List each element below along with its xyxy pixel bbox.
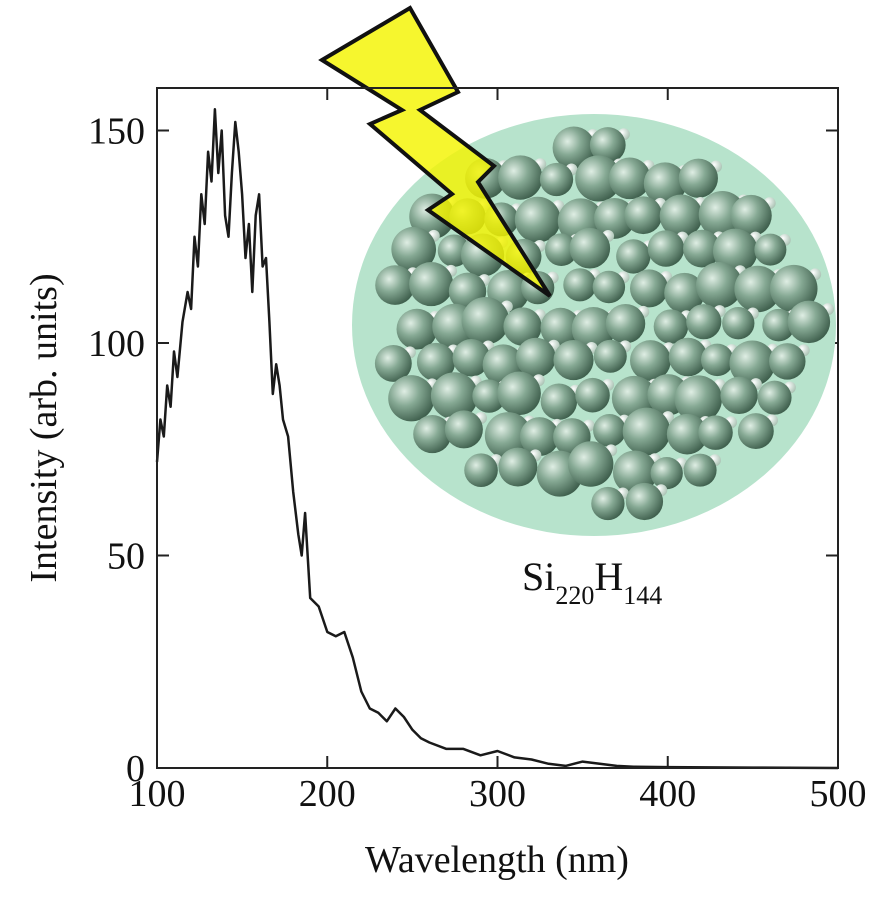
silicon-atom: [720, 376, 758, 415]
silicon-atom: [592, 270, 626, 304]
silicon-atom: [674, 375, 723, 423]
silicon-atom: [737, 413, 774, 450]
annotation: Si220H144: [522, 554, 662, 610]
silicon-atom: [643, 162, 687, 205]
annotation-part: H: [594, 554, 623, 599]
silicon-atom: [416, 342, 456, 382]
silicon-atom: [430, 372, 479, 420]
plot-frame: [156, 87, 839, 769]
silicon-atom: [591, 486, 625, 521]
silicon-atom: [757, 380, 792, 415]
silicon-atom: [698, 415, 733, 450]
nanoparticle-illustration: [352, 114, 836, 536]
silicon-atom: [625, 482, 664, 521]
silicon-atom: [464, 453, 498, 487]
x-tick-label: 200: [299, 773, 356, 815]
silicon-atom: [375, 265, 415, 305]
silicon-atom: [629, 340, 671, 381]
silicon-atom: [659, 194, 703, 238]
silicon-atom: [515, 337, 556, 378]
y-tick-label: 100: [88, 323, 145, 365]
silicon-atom: [769, 343, 806, 380]
silicon-atom: [608, 157, 651, 200]
silicon-atom: [552, 126, 596, 170]
silicon-atom: [563, 268, 597, 302]
silicon-atom: [503, 307, 542, 346]
silicon-atom: [678, 158, 718, 198]
silicon-atom: [391, 226, 437, 272]
silicon-atom: [519, 417, 560, 457]
silicon-atom: [396, 308, 438, 350]
silicon-atom: [605, 303, 646, 344]
silicon-atom: [762, 308, 795, 342]
silicon-atom: [683, 229, 721, 268]
silicon-atom: [770, 264, 818, 313]
x-tick-label: 300: [469, 773, 526, 815]
silicon-atom: [616, 239, 651, 274]
silicon-atom: [539, 162, 574, 197]
silicon-atom: [540, 307, 581, 348]
silicon-atom: [629, 269, 669, 308]
silicon-atom: [409, 262, 454, 307]
silicon-atom: [388, 375, 435, 422]
silicon-atom: [571, 307, 616, 351]
silicon-atom: [514, 196, 561, 243]
silicon-atom: [666, 413, 708, 455]
silicon-atom: [497, 371, 541, 416]
silicon-atom: [569, 227, 611, 269]
silicon-atom: [647, 230, 685, 267]
silicon-atom: [553, 339, 594, 381]
silicon-atom: [730, 194, 772, 237]
silicon-atom: [444, 410, 483, 449]
data-line: [155, 108, 839, 770]
x-axis-title: Wavelength (nm): [365, 839, 629, 881]
silicon-atom: [593, 414, 626, 447]
silicon-atom: [593, 339, 627, 373]
y-tick-label: 50: [107, 536, 145, 578]
silicon-atom: [575, 377, 610, 413]
silicon-atom: [696, 262, 743, 309]
silicon-atom: [700, 343, 734, 377]
silicon-atom: [650, 456, 683, 490]
silicon-atom: [498, 447, 538, 487]
silicon-atom: [484, 412, 532, 459]
silicon-atom: [653, 309, 689, 344]
silicon-atom: [722, 306, 755, 340]
silicon-atom: [594, 197, 635, 239]
annotation-part: 144: [623, 581, 662, 610]
silicon-atom: [712, 228, 758, 274]
x-tick-label: 400: [639, 773, 696, 815]
x-tick-label: 500: [810, 773, 867, 815]
silicon-atom: [545, 233, 578, 266]
silicon-atom: [754, 233, 787, 266]
silicon-atom: [413, 415, 452, 454]
annotation-part: 220: [555, 581, 594, 610]
silicon-atom: [567, 441, 614, 487]
silicon-atom: [498, 155, 543, 200]
silicon-atom: [624, 196, 663, 235]
silicon-atom: [683, 453, 717, 487]
silicon-atom: [374, 344, 412, 382]
lightning-bolt: [318, 5, 552, 298]
annotation-part: Si: [522, 554, 555, 599]
silicon-atom: [668, 337, 708, 377]
silicon-atom: [686, 304, 722, 340]
silicon-atom: [589, 127, 626, 163]
silicon-atom: [729, 340, 776, 387]
silicon-atom: [452, 339, 491, 377]
x-tick-label: 100: [129, 773, 186, 815]
silicon-atom: [734, 265, 781, 313]
silicon-atom: [575, 155, 622, 202]
y-tick-label: 150: [88, 111, 145, 153]
silicon-atom: [461, 296, 510, 345]
silicon-atom: [787, 300, 831, 344]
y-tick-label: 0: [126, 748, 145, 790]
silicon-atom: [664, 272, 705, 314]
silicon-atom: [622, 407, 671, 456]
silicon-atom: [472, 379, 506, 413]
y-axis-title: Intensity (arb. units): [23, 273, 65, 582]
silicon-atom: [540, 383, 578, 420]
